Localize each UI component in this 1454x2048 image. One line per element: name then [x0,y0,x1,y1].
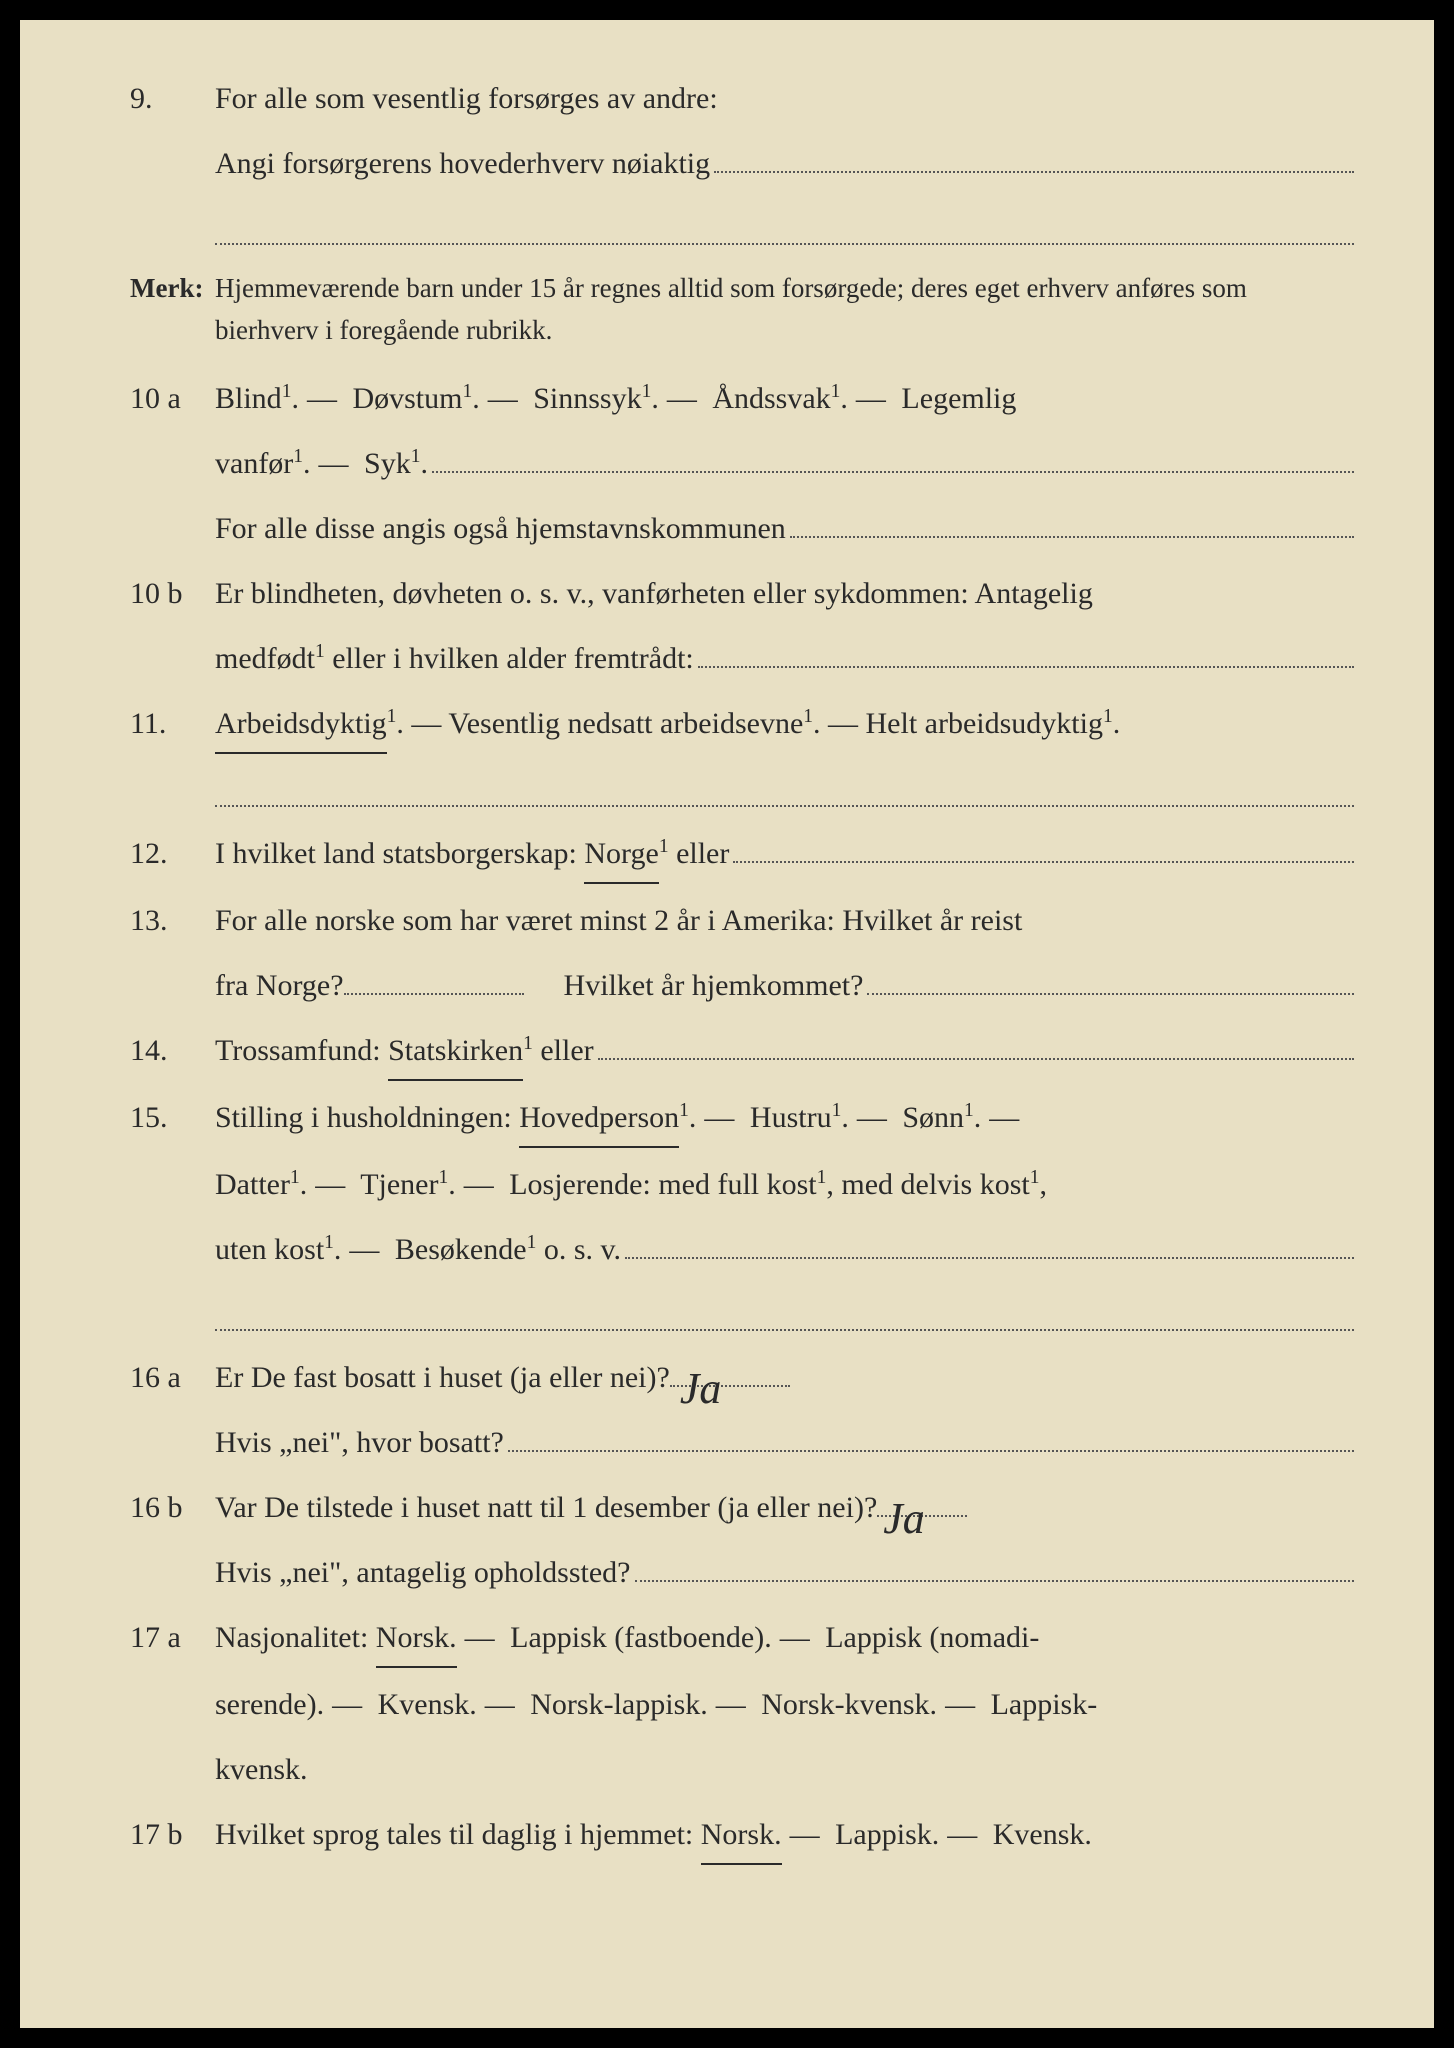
q13-number: 13. [130,892,215,949]
q11-options: Arbeidsdyktig1. — Vesentlig nedsatt arbe… [215,695,1354,754]
q10a-options2: vanfør1.— Syk1. [215,435,428,492]
q9-line1: For alle som vesentlig forsørges av andr… [215,70,1354,127]
q15-row2: Datter1.— Tjener1.— Losjerende: med full… [130,1156,1354,1213]
q17b-number: 17 b [130,1806,215,1863]
q12-row: 12. I hvilket land statsborgerskap: Norg… [130,825,1354,884]
q9-row1: 9. For alle som vesentlig forsørges av a… [130,70,1354,127]
q10a-blank [432,437,1354,473]
q13-blank2 [867,959,1354,995]
q16a-number: 16 a [130,1349,215,1406]
q16a-row2: Hvis „nei", hvor bosatt? [130,1414,1354,1471]
q16a-answer-blank: Ja [670,1351,790,1387]
q9-number: 9. [130,70,215,127]
q14-text: Trossamfund: Statskirken1 eller [215,1022,594,1081]
q17b-row: 17 b Hvilket sprog tales til daglig i hj… [130,1806,1354,1865]
q13-blank1 [344,959,524,995]
q10a-row2: vanfør1.— Syk1. [130,435,1354,492]
q13-hjem: Hvilket år hjemkommet? [564,957,864,1014]
q17a-row2: serende).— Kvensk.— Norsk-lappisk.— Nors… [130,1676,1354,1733]
q16b-number: 16 b [130,1479,215,1536]
q14-number: 14. [130,1022,215,1079]
q10a-options1: Blind1.— Døvstum1.— Sinnssyk1.— Åndssvak… [215,370,1354,427]
q15-blank-line [215,1286,1354,1331]
q16b-answer: Ja [883,1477,925,1561]
q15-row1: 15. Stilling i husholdningen: Hovedperso… [130,1089,1354,1148]
q14-row: 14. Trossamfund: Statskirken1 eller [130,1022,1354,1081]
q10b-number: 10 b [130,565,215,622]
q16a-blank [508,1416,1354,1452]
q12-text: I hvilket land statsborgerskap: Norge1 e… [215,825,729,884]
q16a-line1: Er De fast bosatt i huset (ja eller nei)… [215,1349,670,1406]
q12-number: 12. [130,825,215,882]
q10a-blank2 [790,502,1354,538]
q16b-blank [635,1546,1355,1582]
q13-row2: fra Norge? Hvilket år hjemkommet? [130,957,1354,1014]
q15-number: 15. [130,1089,215,1146]
q10a-line3: For alle disse angis også hjemstavnskomm… [215,500,786,557]
q9-line2: Angi forsørgerens hovederhverv nøiaktig [215,135,710,192]
q16b-answer-blank: Ja [877,1481,967,1517]
q10a-number: 10 a [130,370,215,427]
q11-row: 11. Arbeidsdyktig1. — Vesentlig nedsatt … [130,695,1354,754]
q16b-line1: Var De tilstede i huset natt til 1 desem… [215,1479,877,1536]
q15-blank [625,1223,1354,1259]
q17a-line1: Nasjonalitet: Norsk.— Lappisk (fastboend… [215,1609,1354,1668]
q15-row3: uten kost1.— Besøkende1 o. s. v. [130,1221,1354,1278]
q11-number: 11. [130,695,215,752]
q17b-text: Hvilket sprog tales til daglig i hjemmet… [215,1806,1354,1865]
q13-row1: 13. For alle norske som har været minst … [130,892,1354,949]
census-form-page: 9. For alle som vesentlig forsørges av a… [0,0,1454,2048]
q13-line1: For alle norske som har været minst 2 år… [215,892,1354,949]
q11-blank-line [215,762,1354,807]
q9-blank-line [215,200,1354,245]
q16b-row2: Hvis „nei", antagelig opholdssted? [130,1544,1354,1601]
merk-text: Hjemmeværende barn under 15 år regnes al… [215,268,1354,352]
q17a-line2: serende).— Kvensk.— Norsk-lappisk.— Nors… [215,1676,1354,1733]
q13-fra: fra Norge? [215,957,344,1014]
q10b-row1: 10 b Er blindheten, døvheten o. s. v., v… [130,565,1354,622]
merk-label: Merk: [130,263,215,314]
q9-row2: Angi forsørgerens hovederhverv nøiaktig [130,135,1354,192]
q17a-number: 17 a [130,1609,215,1666]
q16b-line2: Hvis „nei", antagelig opholdssted? [215,1544,631,1601]
q17a-row1: 17 a Nasjonalitet: Norsk.— Lappisk (fast… [130,1609,1354,1668]
q12-blank [733,827,1354,863]
q10b-line1: Er blindheten, døvheten o. s. v., vanfør… [215,565,1354,622]
q16a-line2: Hvis „nei", hvor bosatt? [215,1414,504,1471]
q10b-blank [698,632,1354,668]
q10b-row2: medfødt1 eller i hvilken alder fremtrådt… [130,630,1354,687]
q10b-line2: medfødt1 eller i hvilken alder fremtrådt… [215,630,694,687]
q10a-row1: 10 a Blind1.— Døvstum1.— Sinnssyk1.— Ånd… [130,370,1354,427]
merk-note: Merk: Hjemmeværende barn under 15 år reg… [130,263,1354,352]
q16a-row1: 16 a Er De fast bosatt i huset (ja eller… [130,1349,1354,1406]
q9-blank [714,137,1354,173]
q14-blank [598,1024,1354,1060]
q17a-row3: kvensk. [130,1741,1354,1798]
q15-line3: uten kost1.— Besøkende1 o. s. v. [215,1221,621,1278]
q16b-row1: 16 b Var De tilstede i huset natt til 1 … [130,1479,1354,1536]
q16a-answer: Ja [680,1347,722,1431]
q15-line1: Stilling i husholdningen: Hovedperson1.—… [215,1089,1354,1148]
q10a-row3: For alle disse angis også hjemstavnskomm… [130,500,1354,557]
q15-line2: Datter1.— Tjener1.— Losjerende: med full… [215,1156,1354,1213]
q17a-line3: kvensk. [215,1741,1354,1798]
